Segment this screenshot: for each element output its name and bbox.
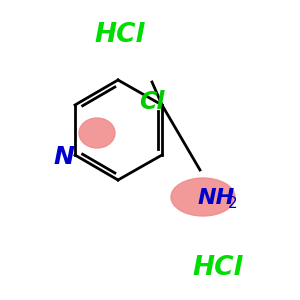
Text: HCl: HCl [193,255,243,281]
Text: Cl: Cl [139,90,165,114]
Text: N: N [54,145,74,169]
Text: 2: 2 [228,196,238,211]
Ellipse shape [171,178,235,216]
Text: NH: NH [198,188,235,208]
Text: HCl: HCl [95,22,145,48]
Ellipse shape [79,118,115,148]
